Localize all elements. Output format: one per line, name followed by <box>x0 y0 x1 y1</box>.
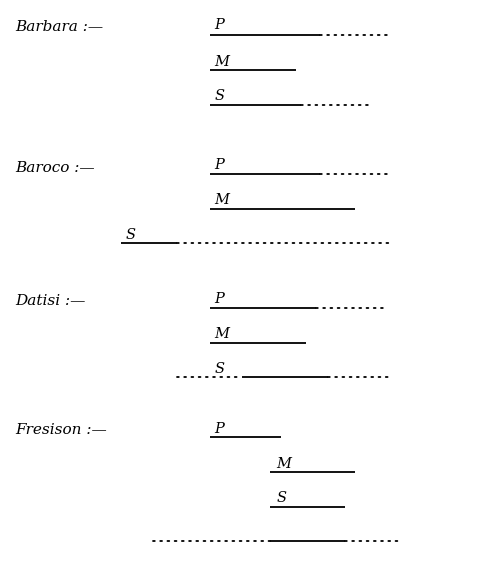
Text: M: M <box>214 193 229 207</box>
Text: S: S <box>214 89 224 103</box>
Text: Baroco :—: Baroco :— <box>15 161 95 175</box>
Text: S: S <box>214 362 224 376</box>
Text: M: M <box>214 55 229 69</box>
Text: M: M <box>214 327 229 341</box>
Text: P: P <box>214 292 224 306</box>
Text: P: P <box>214 18 224 32</box>
Text: Datisi :—: Datisi :— <box>15 294 85 308</box>
Text: P: P <box>214 422 224 435</box>
Text: M: M <box>276 457 291 471</box>
Text: P: P <box>214 158 224 172</box>
Text: Barbara :—: Barbara :— <box>15 20 103 34</box>
Text: Fresison :—: Fresison :— <box>15 423 106 437</box>
Text: S: S <box>276 491 286 505</box>
Text: S: S <box>126 228 136 241</box>
